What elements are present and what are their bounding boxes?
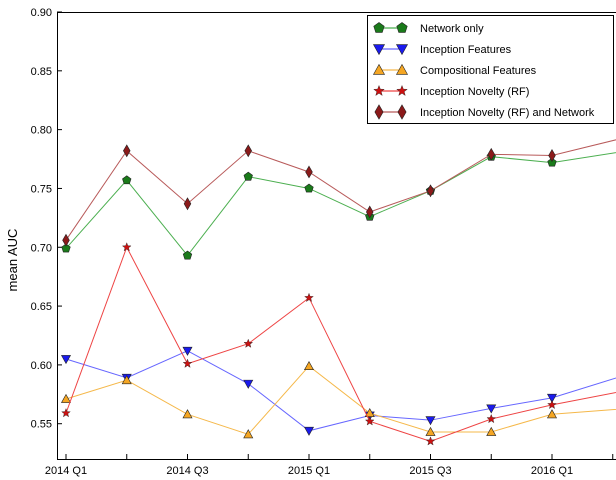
data-point <box>243 338 254 348</box>
data-point <box>182 409 193 419</box>
data-point <box>243 171 253 181</box>
data-point <box>487 147 495 161</box>
y-tick-label: 0.60 <box>31 360 52 372</box>
data-point <box>60 355 72 365</box>
data-point <box>305 165 313 179</box>
data-point <box>548 149 556 162</box>
legend-marker <box>373 84 385 96</box>
data-point <box>546 409 558 419</box>
legend-item: Network only <box>373 22 484 35</box>
legend-marker <box>372 44 386 56</box>
series-line <box>65 152 616 257</box>
data-point <box>244 144 252 158</box>
data-point <box>366 205 374 219</box>
data-point <box>486 413 497 424</box>
series-1 <box>60 346 616 436</box>
data-point <box>243 379 254 389</box>
y-tick-label: 0.90 <box>31 7 52 19</box>
series-line <box>65 350 616 432</box>
legend-marker <box>374 104 384 120</box>
legend-marker <box>395 63 409 75</box>
legend-marker <box>372 63 386 75</box>
x-tick-label: 2015 Q1 <box>288 465 330 477</box>
y-tick-label: 0.65 <box>31 301 52 313</box>
data-point <box>547 399 557 409</box>
legend-box <box>367 15 614 124</box>
legend-label: Compositional Features <box>420 65 537 77</box>
x-tick-label: 2016 Q1 <box>531 465 573 477</box>
y-tick-label: 0.80 <box>31 125 52 137</box>
axes: 0.55 0.60 0.65 0.70 0.75 0.80 0.85 0.90 2014 Q1 2… <box>31 7 616 477</box>
series-layer <box>60 139 616 446</box>
data-point <box>303 426 315 436</box>
data-point <box>61 408 71 418</box>
data-point <box>182 358 193 368</box>
y-axis-label: mean AUC <box>5 229 20 292</box>
data-point <box>546 393 558 403</box>
data-point <box>60 393 72 403</box>
data-point <box>547 157 557 167</box>
data-point <box>304 292 314 302</box>
legend-label: Inception Novelty (RF) <box>420 86 529 98</box>
data-point <box>486 426 497 436</box>
data-point <box>303 360 315 370</box>
legend-marker <box>396 22 408 33</box>
legend-marker <box>373 22 385 33</box>
legend-label: Network only <box>420 23 484 35</box>
data-point <box>425 436 436 446</box>
series-line <box>65 246 616 442</box>
series-3 <box>61 242 616 446</box>
legend-marker <box>396 84 408 96</box>
legend-item: Inception Novelty (RF) and Network <box>374 104 595 120</box>
data-point <box>182 250 193 260</box>
data-point <box>183 197 192 211</box>
x-tick-label: 2014 Q3 <box>166 465 208 477</box>
legend-item: Compositional Features <box>372 63 537 77</box>
x-tick-label: 2014 Q1 <box>45 465 87 477</box>
y-tick-label: 0.55 <box>31 419 52 431</box>
data-point <box>426 184 435 198</box>
data-point <box>243 429 254 439</box>
data-point <box>304 183 314 193</box>
data-point <box>122 175 132 185</box>
series-0 <box>61 151 616 260</box>
legend-label: Inception Novelty (RF) and Network <box>420 107 595 119</box>
series-line <box>65 139 616 241</box>
plot-frame <box>57 12 616 460</box>
data-point <box>61 243 71 253</box>
y-tick-label: 0.85 <box>31 66 52 78</box>
legend-item: Inception Novelty (RF) <box>373 84 529 98</box>
data-point <box>364 416 375 426</box>
legend-item: Inception Features <box>372 44 512 56</box>
legend: Network only Inception Features Compositio… <box>367 15 614 124</box>
data-point <box>62 233 70 247</box>
legend-marker <box>395 44 409 56</box>
data-point <box>425 426 436 436</box>
data-point <box>123 144 131 158</box>
y-tick-label: 0.75 <box>31 183 52 195</box>
legend-marker <box>397 104 407 120</box>
series-4 <box>62 139 616 247</box>
series-line <box>65 365 616 435</box>
series-2 <box>60 360 616 439</box>
data-point <box>121 242 132 252</box>
y-tick-label: 0.70 <box>31 242 52 254</box>
x-tick-label: 2015 Q3 <box>409 465 451 477</box>
data-point <box>425 416 436 426</box>
data-point <box>182 346 193 356</box>
data-point <box>486 404 497 414</box>
data-point <box>121 375 132 385</box>
legend-label: Inception Features <box>420 44 512 56</box>
